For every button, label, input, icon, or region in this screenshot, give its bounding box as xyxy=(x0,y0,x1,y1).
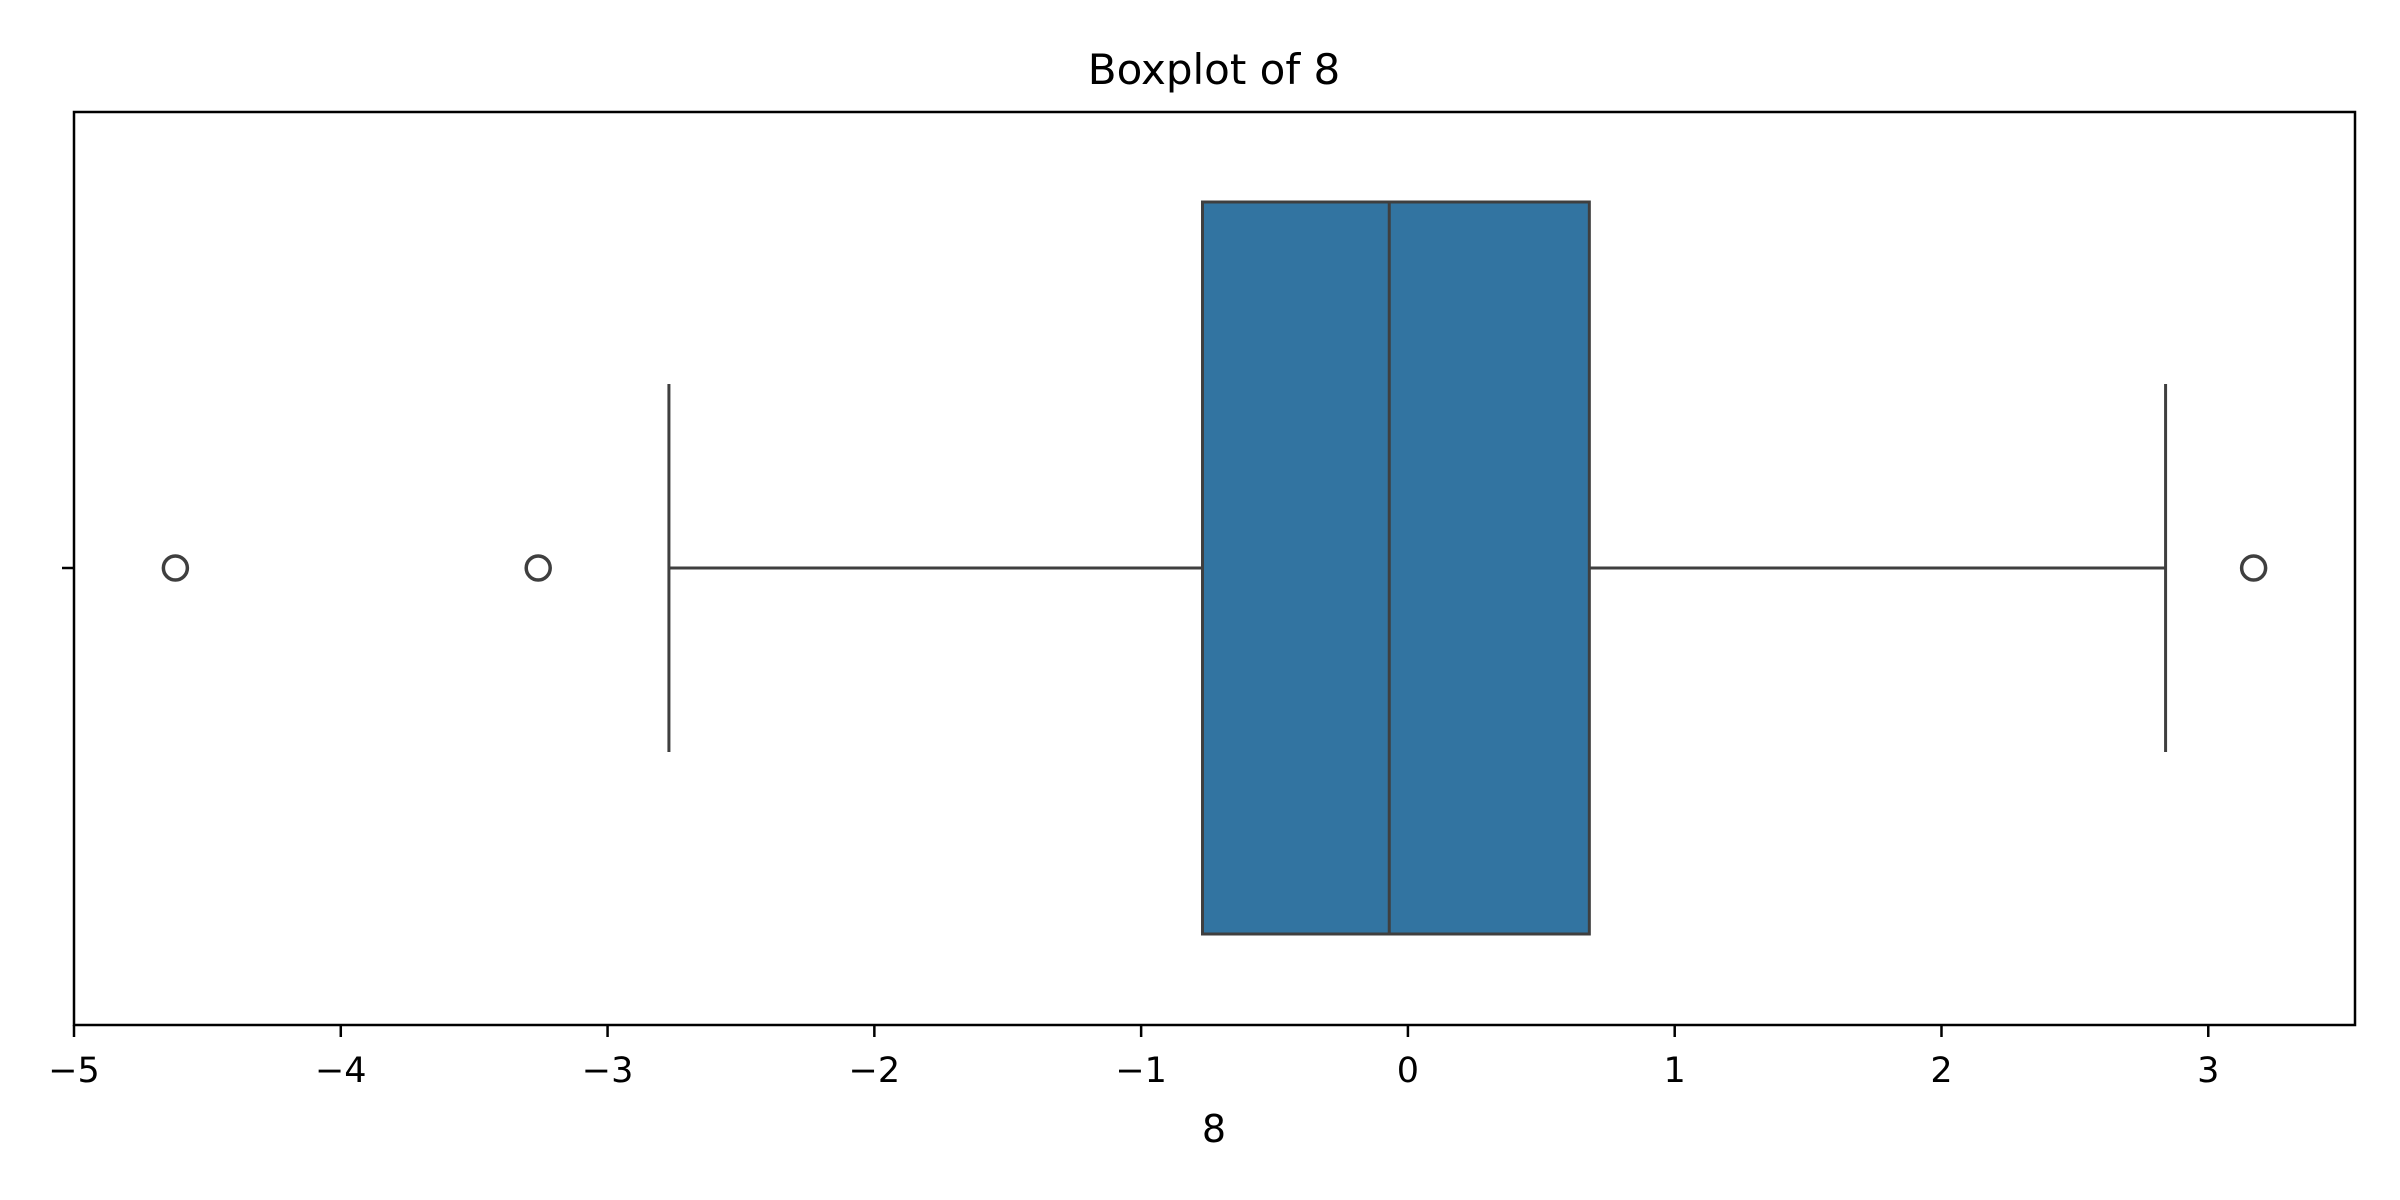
x-tick-label: 0 xyxy=(1397,1051,1419,1091)
x-tick-label: 3 xyxy=(2197,1051,2219,1091)
chart-title: Boxplot of 8 xyxy=(1088,45,1340,94)
iqr-box xyxy=(1200,200,1591,936)
outlier-point xyxy=(2239,554,2268,582)
outlier-point xyxy=(161,554,190,582)
outlier-point xyxy=(524,554,552,582)
x-tick-label: −1 xyxy=(1115,1051,1167,1091)
x-axis-ticks: −5 −4 −3 −2 −1 0 1 2 3 xyxy=(48,1025,2219,1091)
x-axis-label: 8 xyxy=(1202,1107,1226,1151)
x-tick-label: 2 xyxy=(1930,1051,1952,1091)
plot-area xyxy=(161,200,2268,936)
x-tick-label: 1 xyxy=(1664,1051,1686,1091)
x-tick-label: −3 xyxy=(582,1051,634,1091)
x-tick-label: −4 xyxy=(315,1051,367,1091)
x-tick-label: −2 xyxy=(849,1051,901,1091)
x-tick-label: −5 xyxy=(48,1051,100,1091)
